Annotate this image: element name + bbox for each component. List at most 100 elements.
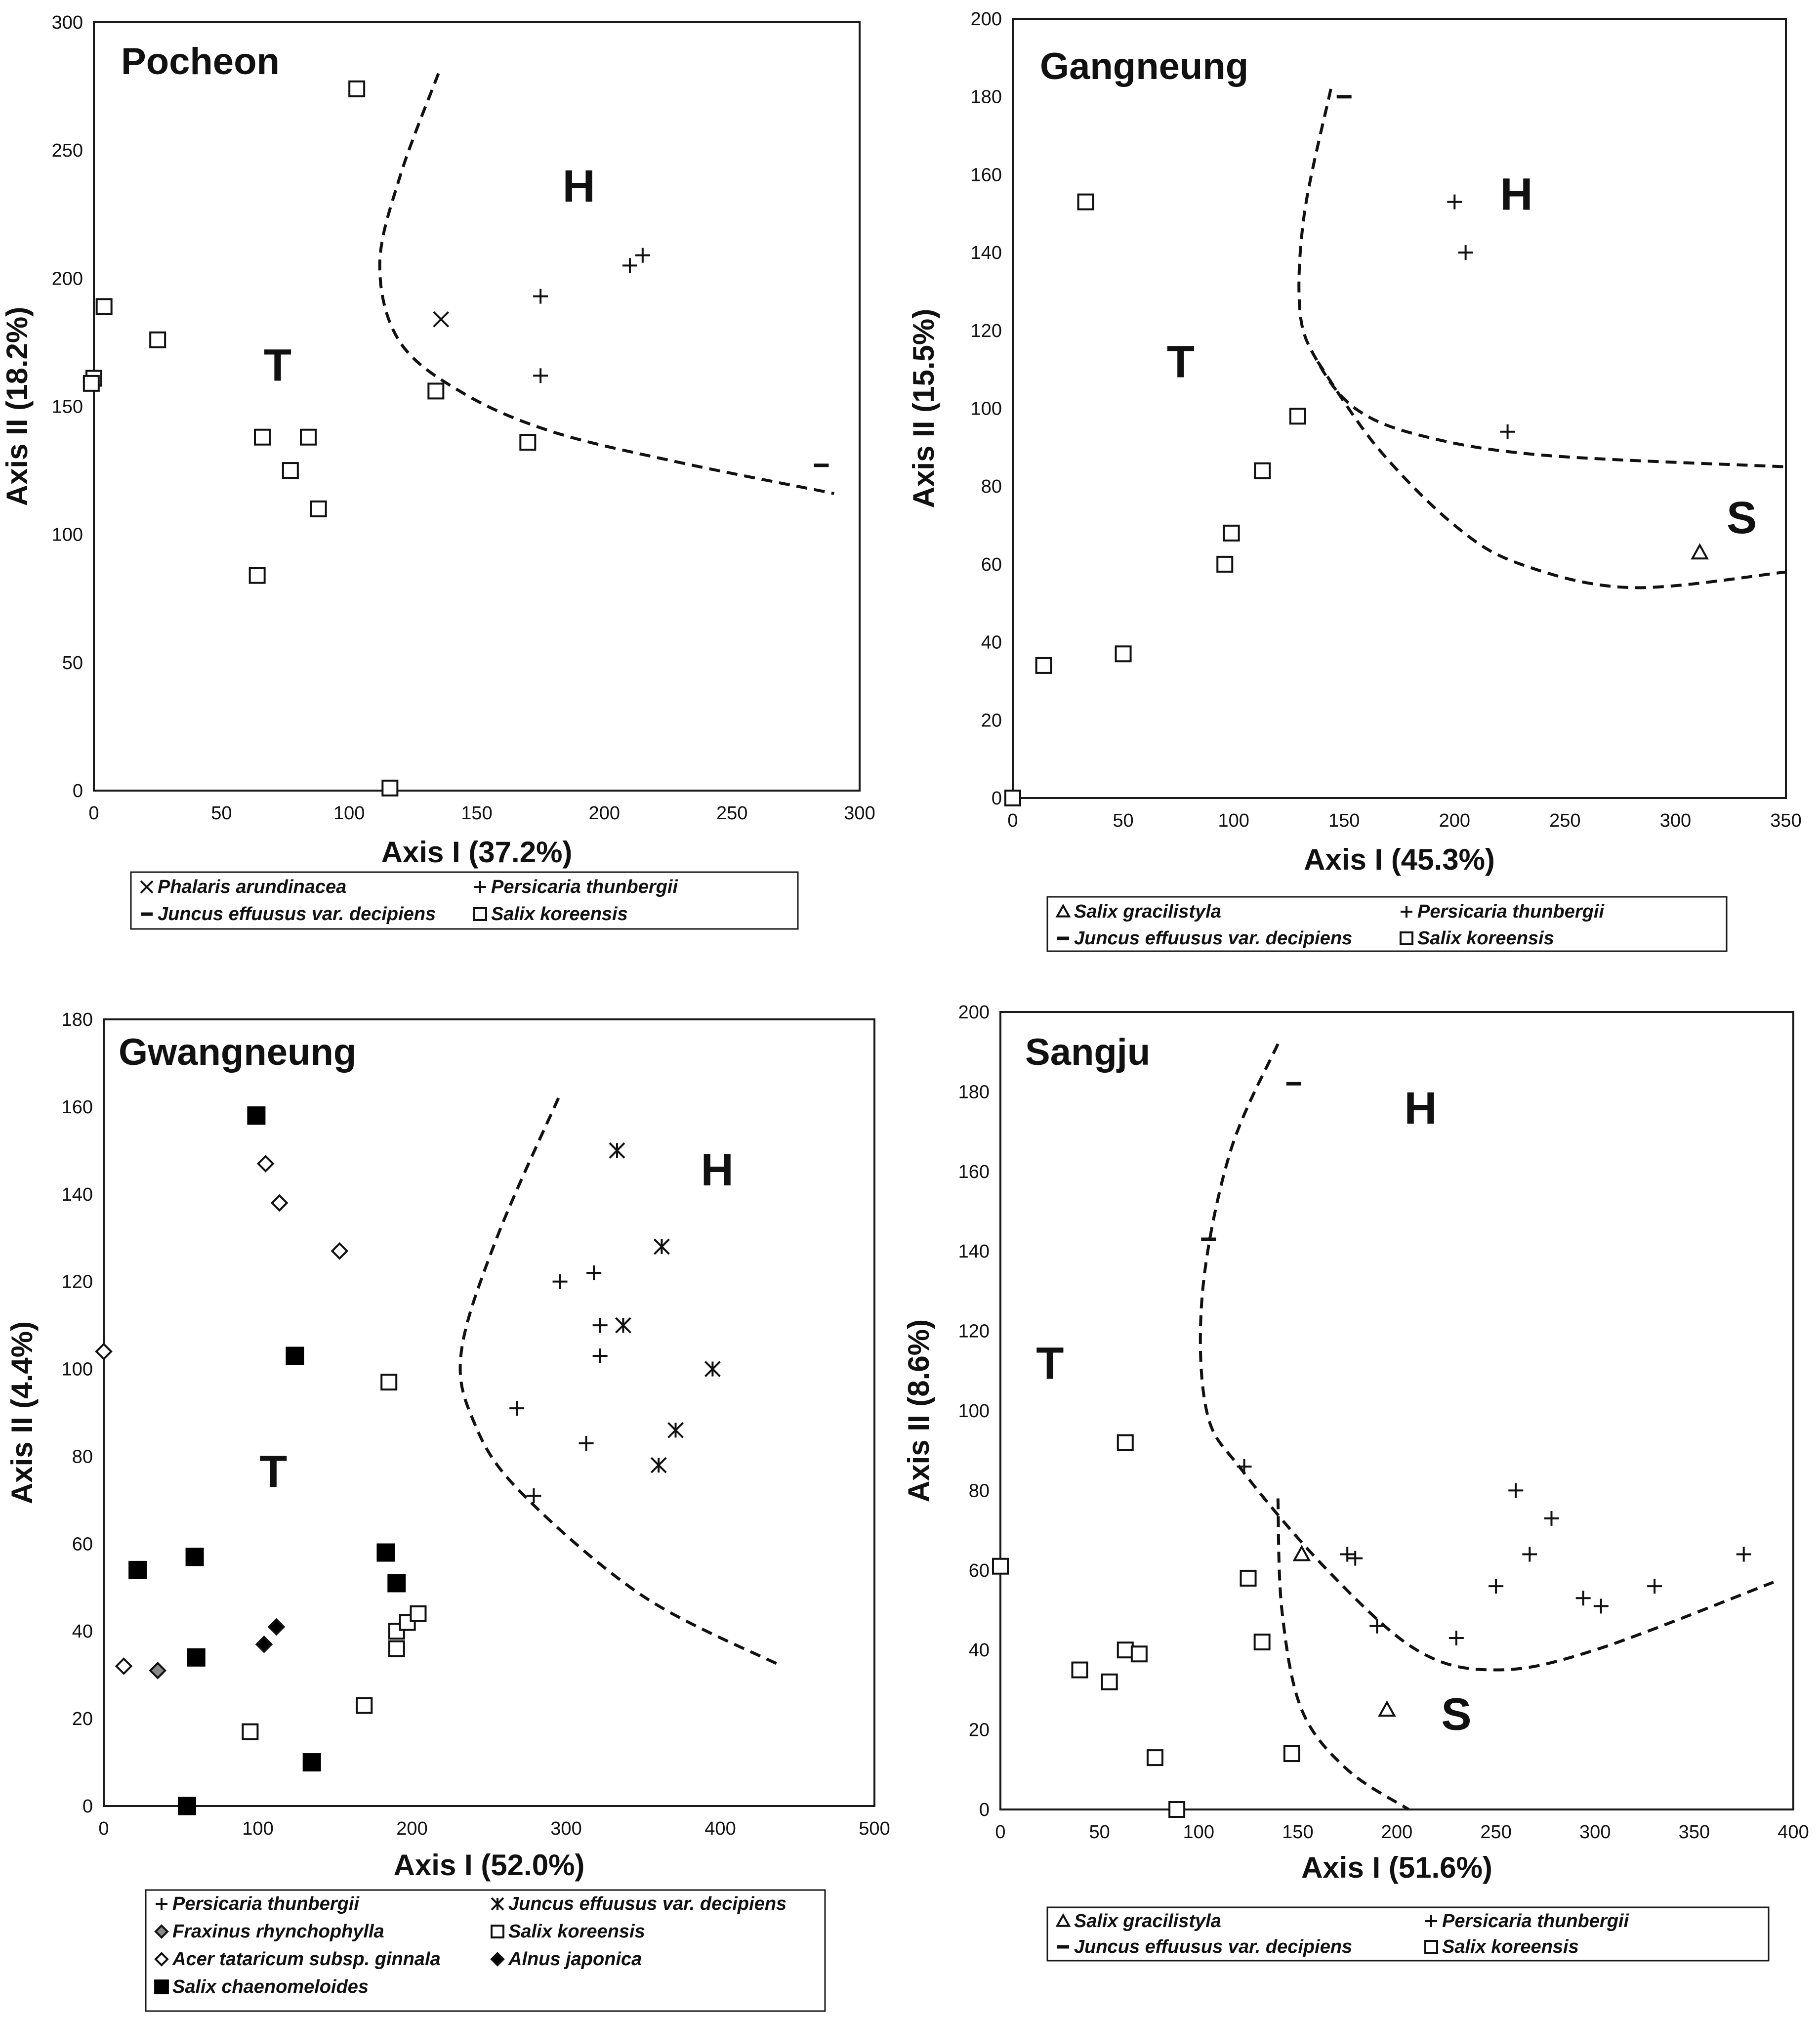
pocheon-point-salix-koreensis — [427, 382, 445, 400]
gangneung-y-axis-title: Axis II (15.5%) — [907, 309, 940, 508]
pocheon-legend — [130, 871, 799, 930]
gwangneung-point-persicaria-thunbergii — [592, 1348, 608, 1364]
gwangneung-zone-boundary — [458, 1097, 783, 1668]
pocheon-point-salix-koreensis — [282, 462, 299, 479]
gwangneung-legend-marker — [154, 1979, 169, 1994]
gwangneung-legend-marker — [490, 1952, 505, 1967]
pocheon-point-salix-koreensis — [348, 80, 366, 97]
pocheon-y-tick-label: 0 — [73, 781, 83, 801]
gwangneung-y-tick-label: 140 — [62, 1184, 93, 1205]
gwangneung-x-tick-label: 100 — [242, 1818, 273, 1839]
gwangneung-point-salix-koreensis — [410, 1605, 427, 1622]
gangneung-x-tick-label: 250 — [1549, 810, 1580, 831]
pocheon-y-tick-label: 200 — [52, 268, 83, 289]
gwangneung-point-juncus-effuusus-var-decipiens — [704, 1361, 721, 1377]
gangneung-x-tick-label: 100 — [1218, 810, 1249, 831]
sangju-point-salix-koreensis — [1117, 1434, 1134, 1451]
sangju-x-tick-label: 200 — [1381, 1822, 1412, 1843]
sangju-point-persicaria-thunbergii — [1369, 1618, 1385, 1634]
sangju-point-salix-koreensis — [992, 1557, 1009, 1575]
sangju-zone-label: S — [1441, 1689, 1471, 1740]
sangju-y-axis-title: Axis II (8.6%) — [902, 1319, 935, 1502]
gangneung-x-tick-label: 0 — [1007, 810, 1018, 831]
gwangneung-legend-marker — [156, 1898, 167, 1910]
gwangneung-point-alnus-japonica — [267, 1618, 286, 1636]
gwangneung-legend-marker — [154, 1924, 169, 1939]
gwangneung-panel: 0 100 200 300 400 500 0 20 40 60 80 100 120 140 160 180… — [5, 1009, 890, 2012]
gwangneung-legend — [145, 1889, 826, 2012]
sangju-y-tick-label: 0 — [979, 1800, 990, 1820]
gwangneung-point-juncus-effuusus-var-decipiens — [615, 1317, 631, 1334]
pocheon-point-persicaria-thunbergii — [622, 258, 637, 273]
pocheon-point-salix-koreensis — [519, 434, 537, 451]
gwangneung-y-tick-label: 180 — [62, 1009, 93, 1030]
gwangneung-point-persicaria-thunbergii — [592, 1318, 608, 1333]
sangju-y-tick-label: 120 — [958, 1321, 990, 1342]
sangju-y-tick-label: 140 — [958, 1241, 990, 1262]
pocheon-plot-frame — [93, 21, 861, 792]
gwangneung-point-salix-chaenomeloides — [177, 1797, 196, 1815]
sangju-point-persicaria-thunbergii — [1340, 1547, 1355, 1562]
sangju-zone-boundary — [1199, 1043, 1774, 1672]
pocheon-x-axis-title: Axis I (37.2%) — [381, 836, 573, 869]
gangneung-y-tick-label: 180 — [971, 87, 1002, 108]
gangneung-legend-marker — [1055, 903, 1071, 918]
gangneung-chart-title: Gangneung — [1040, 45, 1248, 87]
pocheon-legend-entry: Phalaris arundinacea — [158, 877, 346, 897]
gwangneung-legend-entry: Juncus effuusus var. decipiens — [508, 1893, 786, 1914]
gwangneung-x-tick-label: 200 — [396, 1818, 427, 1839]
sangju-point-salix-koreensis — [1071, 1661, 1088, 1679]
gwangneung-point-salix-koreensis — [356, 1697, 373, 1714]
gwangneung-point-persicaria-thunbergii — [579, 1435, 594, 1451]
pocheon-x-tick-label: 100 — [333, 803, 365, 824]
pocheon-point-salix-koreensis — [310, 500, 327, 517]
sangju-point-salix-koreensis — [1240, 1569, 1257, 1587]
gangneung-point-salix-koreensis — [1289, 408, 1306, 425]
gwangneung-point-salix-chaenomeloides — [387, 1574, 406, 1593]
gangneung-point-salix-koreensis — [1115, 645, 1132, 663]
gangneung-point-persicaria-thunbergii — [1458, 245, 1473, 260]
pocheon-zone-label: H — [562, 161, 595, 211]
sangju-point-salix-koreensis — [1101, 1673, 1118, 1690]
gwangneung-point-salix-chaenomeloides — [302, 1753, 321, 1772]
sangju-point-salix-koreensis — [1130, 1645, 1148, 1663]
gwangneung-x-tick-label: 300 — [550, 1818, 581, 1839]
gangneung-legend-entry: Juncus effuusus var. decipiens — [1074, 928, 1352, 949]
gwangneung-legend-entry: Acer tataricum subsp. ginnala — [172, 1949, 441, 1970]
gangneung-zone-label: T — [1167, 336, 1195, 387]
gangneung-y-tick-label: 100 — [971, 399, 1002, 420]
gangneung-zone-label: S — [1727, 493, 1757, 543]
sangju-point-persicaria-thunbergii — [1448, 1630, 1464, 1645]
gwangneung-point-fraxinus-rhynchophylla — [149, 1661, 167, 1680]
gangneung-y-tick-label: 140 — [971, 243, 1002, 263]
gangneung-x-axis-title: Axis I (45.3%) — [1304, 843, 1495, 876]
gwangneung-y-tick-label: 120 — [62, 1272, 93, 1293]
gwangneung-point-acer-tataricum-subsp-ginnala — [256, 1155, 275, 1173]
gwangneung-legend-entry: Persicaria thunbergii — [172, 1893, 360, 1914]
gangneung-x-tick-label: 50 — [1113, 810, 1133, 831]
gwangneung-x-axis-title: Axis I (52.0%) — [394, 1849, 585, 1882]
gangneung-legend — [1046, 896, 1728, 952]
gwangneung-point-persicaria-thunbergii — [509, 1401, 525, 1416]
gwangneung-y-tick-label: 20 — [72, 1709, 93, 1729]
pocheon-point-salix-koreensis — [254, 428, 271, 446]
sangju-x-tick-label: 100 — [1183, 1822, 1214, 1843]
pocheon-y-tick-label: 100 — [52, 525, 83, 546]
sangju-y-tick-label: 180 — [958, 1082, 990, 1102]
pocheon-y-axis-title: Axis II (18.2%) — [0, 307, 34, 506]
pocheon-x-tick-label: 150 — [461, 803, 492, 824]
gwangneung-point-salix-chaenomeloides — [128, 1560, 147, 1579]
pocheon-legend-marker — [474, 881, 486, 893]
gwangneung-zone-label: T — [259, 1446, 287, 1497]
gangneung-zone-boundary — [1316, 361, 1786, 589]
pocheon-point-salix-koreensis — [83, 375, 100, 392]
gwangneung-point-salix-chaenomeloides — [247, 1106, 266, 1125]
sangju-point-salix-gracilistyla — [1378, 1700, 1396, 1717]
gangneung-x-tick-label: 150 — [1328, 810, 1360, 831]
gwangneung-plot-frame — [103, 1018, 875, 1807]
gwangneung-point-persicaria-thunbergii — [586, 1265, 602, 1280]
pocheon-y-tick-label: 150 — [52, 397, 83, 418]
pocheon-x-tick-label: 200 — [589, 803, 620, 824]
gangneung-legend-entry: Salix koreensis — [1417, 928, 1554, 949]
sangju-x-tick-label: 150 — [1282, 1822, 1313, 1843]
